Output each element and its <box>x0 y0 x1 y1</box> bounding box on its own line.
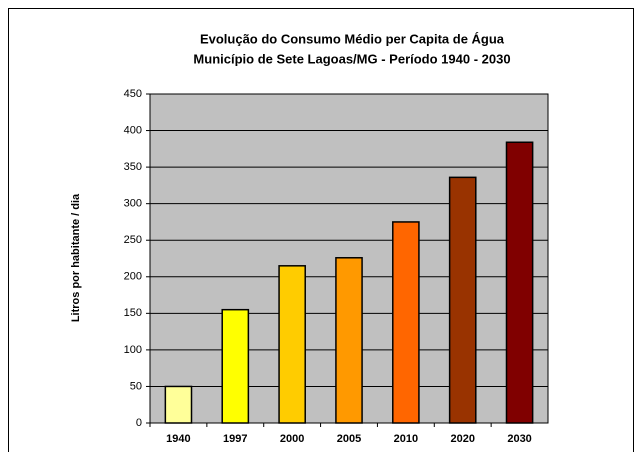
x-tick-label: 2010 <box>394 433 418 445</box>
x-tick-label: 2030 <box>507 433 531 445</box>
y-tick-label: 250 <box>124 234 142 246</box>
y-tick-label: 350 <box>124 161 142 173</box>
y-tick-label: 400 <box>124 124 142 136</box>
x-tick-label: 2005 <box>337 433 361 445</box>
bar <box>221 308 250 424</box>
bar <box>278 265 306 424</box>
y-tick-label: 150 <box>124 307 142 319</box>
x-tick-label: 2000 <box>280 433 304 445</box>
chart-subtitle: Município de Sete Lagoas/MG - Período 19… <box>193 51 510 66</box>
x-tick-label: 1940 <box>166 433 190 445</box>
bar <box>448 176 477 424</box>
y-tick-label: 50 <box>130 380 142 392</box>
chart-title: Evolução do Consumo Médio per Capita de … <box>200 31 505 46</box>
bar <box>392 221 420 424</box>
x-tick-label: 2020 <box>450 433 474 445</box>
y-tick-label: 0 <box>136 417 142 429</box>
y-tick-label: 100 <box>124 344 142 356</box>
x-tick-label: 1997 <box>223 433 247 445</box>
bar <box>335 257 363 424</box>
y-tick-label: 200 <box>124 271 142 283</box>
bar <box>164 385 193 424</box>
bar <box>505 141 534 424</box>
y-tick-label: 300 <box>124 198 142 210</box>
y-tick-label: 450 <box>124 88 142 100</box>
y-axis-label: Litros por habitante / dia <box>70 193 82 322</box>
